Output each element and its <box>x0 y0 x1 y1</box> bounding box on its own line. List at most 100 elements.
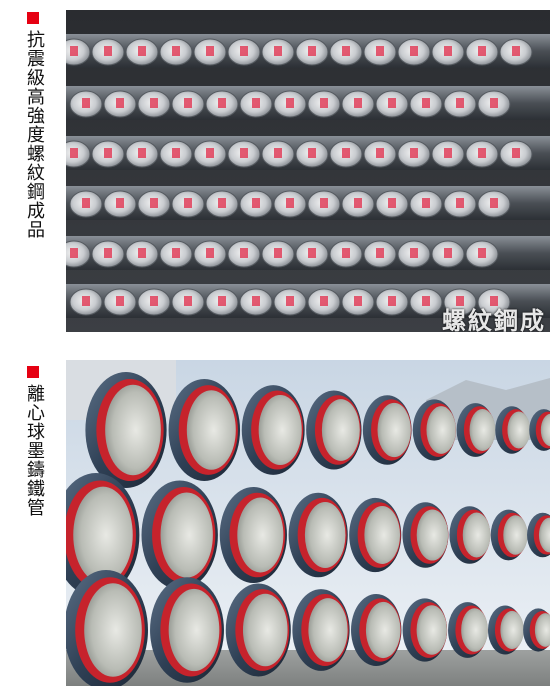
rebar-tag <box>184 98 192 108</box>
rebar-tag <box>286 296 294 306</box>
pipe-cement-lining <box>461 608 488 652</box>
rebar-tag <box>308 248 316 258</box>
rebar-section: 抗震級高強度螺紋鋼成品 螺 <box>0 0 550 337</box>
rebar-tag <box>320 198 328 208</box>
rebar-tag <box>512 148 520 158</box>
pipe-cement-lining <box>321 399 360 461</box>
rebar-tag <box>422 296 430 306</box>
rebar-tag <box>240 248 248 258</box>
rebar-tag <box>308 46 316 56</box>
rebar-tag <box>354 98 362 108</box>
rebar-tag <box>444 248 452 258</box>
rebar-tag <box>218 198 226 208</box>
rebar-tag <box>116 296 124 306</box>
rebar-tag <box>422 198 430 208</box>
rebar-tag <box>70 148 78 158</box>
pipe-cement-lining <box>416 509 449 561</box>
pipe-illustration <box>66 360 550 686</box>
rebar-tag <box>150 198 158 208</box>
rebar-tag <box>184 198 192 208</box>
rebar-tag <box>478 148 486 158</box>
rebar-tag <box>218 98 226 108</box>
rebar-tag <box>218 296 226 306</box>
rebar-tag <box>240 148 248 158</box>
rebar-tag <box>456 198 464 208</box>
rebar-tag <box>410 248 418 258</box>
pipe-cement-lining <box>462 512 491 558</box>
rebar-tag <box>478 248 486 258</box>
rebar-tag <box>116 198 124 208</box>
rebar-tag <box>82 296 90 306</box>
pipe-cement-lining <box>84 583 142 677</box>
rebar-tag <box>240 46 248 56</box>
rebar-tag <box>376 248 384 258</box>
pipe-cement-lining <box>237 497 284 573</box>
pipe-cement-lining <box>534 613 550 647</box>
rebar-tag <box>82 98 90 108</box>
pipe-cement-lining <box>168 588 220 672</box>
rebar-tag <box>308 148 316 158</box>
pipe-cement-lining <box>308 598 348 662</box>
rebar-tag <box>354 296 362 306</box>
rebar-tag <box>138 46 146 56</box>
pipe-photo <box>66 360 550 686</box>
pipe-cement-lining <box>416 605 447 655</box>
pipe-cement-lining <box>540 413 550 447</box>
rebar-tag <box>388 98 396 108</box>
pipe-cement-lining <box>469 408 496 452</box>
rebar-tag <box>138 248 146 258</box>
rebar-tag <box>172 46 180 56</box>
rebar-tag <box>104 46 112 56</box>
rebar-tag <box>252 198 260 208</box>
rebar-tag <box>490 198 498 208</box>
pipe-section: 離心球墨鑄鐵管 <box>0 354 550 686</box>
rebar-tag <box>70 46 78 56</box>
rebar-tag <box>342 148 350 158</box>
pipe-cement-lining <box>365 601 401 659</box>
pipe-cement-lining <box>500 610 524 650</box>
rebar-tag <box>274 148 282 158</box>
rebar-tag <box>70 248 78 258</box>
rebar-section-label: 抗震級高強度螺紋鋼成品 <box>24 30 45 239</box>
rebar-tag <box>422 98 430 108</box>
rebar-tag <box>512 46 520 56</box>
rebar-tag <box>376 46 384 56</box>
rebar-tag <box>172 148 180 158</box>
rebar-tag <box>206 148 214 158</box>
rebar-tag <box>252 296 260 306</box>
rebar-tag <box>410 46 418 56</box>
rebar-tag <box>320 296 328 306</box>
rebar-tag <box>410 148 418 158</box>
pipe-cement-lining <box>426 406 456 454</box>
rebar-tag <box>342 46 350 56</box>
rebar-tag <box>274 248 282 258</box>
rebar-tag <box>354 198 362 208</box>
rebar-tag <box>104 248 112 258</box>
rebar-tag <box>138 148 146 158</box>
rebar-tag <box>376 148 384 158</box>
rebar-tag <box>206 46 214 56</box>
rebar-tag <box>388 198 396 208</box>
pipe-cement-lining <box>503 515 528 555</box>
red-square-marker <box>27 366 39 378</box>
red-square-marker <box>27 12 39 24</box>
rebar-tag <box>456 296 464 306</box>
pipe-cement-lining <box>377 402 411 458</box>
rebar-tag <box>456 98 464 108</box>
rebar-tag <box>274 46 282 56</box>
photo-overlay-text: 螺紋鋼成 <box>442 307 546 332</box>
pipe-cement-lining <box>507 411 531 449</box>
pipe-cement-lining <box>258 394 302 466</box>
rebar-tag <box>320 98 328 108</box>
pipe-cement-lining <box>186 390 236 470</box>
rebar-tag <box>104 148 112 158</box>
rebar-tag <box>252 98 260 108</box>
rebar-tag <box>490 296 498 306</box>
rebar-illustration <box>66 10 550 332</box>
rebar-tag <box>490 98 498 108</box>
rebar-tag <box>478 46 486 56</box>
rebar-tag <box>150 98 158 108</box>
pipe-cement-lining <box>160 492 213 578</box>
rebar-tag <box>206 248 214 258</box>
rebar-tag <box>116 98 124 108</box>
